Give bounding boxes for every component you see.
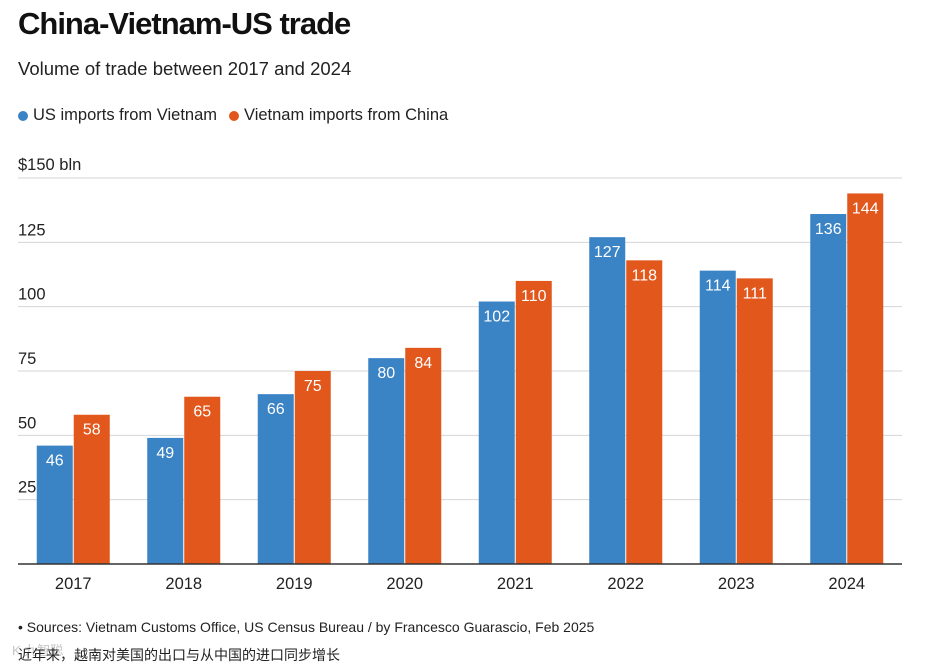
bar-value-label: 75 — [304, 378, 322, 395]
bar-value-label: 66 — [267, 401, 285, 418]
bar-us-imports — [36, 445, 73, 564]
bar-value-label: 114 — [705, 278, 731, 295]
bar-us-imports — [147, 437, 184, 564]
bar-value-label: 118 — [631, 267, 657, 284]
legend-label-vietnam-imports: Vietnam imports from China — [244, 106, 449, 124]
y-tick-label: 125 — [18, 221, 46, 239]
bar-us-imports — [589, 237, 626, 565]
bar-vietnam-imports — [405, 347, 442, 564]
bar-vietnam-imports — [73, 414, 110, 564]
x-tick-label: 2019 — [276, 575, 313, 593]
bar-value-label: 84 — [414, 355, 432, 372]
bar-us-imports — [810, 214, 847, 564]
bar-vietnam-imports — [294, 371, 331, 564]
legend-dot-vietnam-imports — [229, 110, 239, 121]
bar-value-label: 110 — [521, 288, 547, 305]
bar-vietnam-imports — [847, 193, 884, 564]
bar-value-label: 111 — [743, 285, 767, 302]
y-axis-top-label: $150 bln — [18, 156, 82, 174]
legend-item-vietnam-imports: Vietnam imports from China — [229, 106, 448, 125]
bar-us-imports — [368, 358, 405, 564]
bar-vietnam-imports — [626, 260, 663, 564]
bar-value-label: 49 — [156, 445, 174, 462]
x-tick-label: 2021 — [497, 575, 534, 593]
bar-us-imports — [257, 394, 294, 564]
x-tick-label: 2020 — [386, 575, 423, 593]
source-note: • Sources: Vietnam Customs Office, US Ce… — [18, 619, 595, 635]
bar-us-imports — [478, 301, 515, 564]
bar-vietnam-imports — [736, 278, 773, 564]
bar-value-label: 102 — [483, 309, 510, 326]
bar-value-label: 46 — [46, 453, 64, 470]
chart-title: China-Vietnam-US trade — [18, 6, 351, 41]
x-tick-label: 2018 — [165, 575, 202, 593]
y-tick-label: 75 — [18, 350, 36, 368]
bar-value-label: 127 — [594, 244, 621, 261]
bar-us-imports — [699, 270, 736, 564]
y-tick-label: 25 — [18, 479, 36, 497]
bar-vietnam-imports — [184, 396, 221, 564]
y-tick-label: 50 — [18, 414, 36, 432]
bar-value-label: 80 — [377, 365, 395, 382]
watermark: K 九智聪 — [12, 643, 64, 658]
bar-value-label: 65 — [193, 404, 211, 421]
chart-subtitle: Volume of trade between 2017 and 2024 — [18, 58, 352, 79]
y-tick-label: 100 — [18, 286, 46, 304]
legend-dot-us-imports — [18, 110, 28, 121]
bar-value-label: 58 — [83, 422, 101, 439]
legend-label-us-imports: US imports from Vietnam — [33, 106, 217, 124]
x-tick-label: 2017 — [55, 575, 92, 593]
caption: 近年来，越南对美国的出口与从中国的进口同步增长 — [18, 647, 340, 663]
legend: US imports from Vietnam Vietnam imports … — [18, 106, 448, 125]
x-tick-label: 2022 — [607, 575, 644, 593]
bar-value-label: 144 — [852, 200, 879, 217]
x-tick-label: 2023 — [718, 575, 755, 593]
bar-value-label: 136 — [815, 221, 842, 238]
legend-item-us-imports: US imports from Vietnam — [18, 106, 217, 125]
x-tick-label: 2024 — [828, 575, 865, 593]
bar-vietnam-imports — [515, 280, 552, 564]
